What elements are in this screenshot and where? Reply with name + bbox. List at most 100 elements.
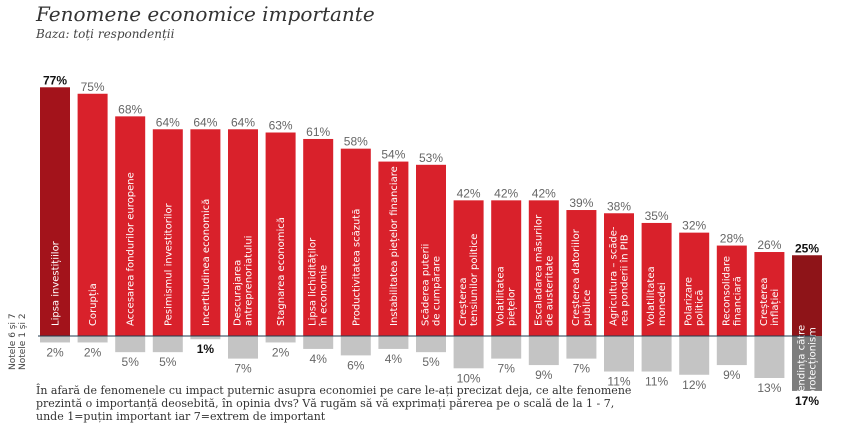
- top-value-label: 64%: [193, 115, 217, 129]
- bar-bottom-21: [792, 336, 822, 391]
- category-label-line: Agricultura – scăde-: [609, 226, 620, 326]
- category-label-line: Scăderea puterii: [421, 244, 432, 326]
- top-value-label: 42%: [457, 186, 481, 200]
- bar-top-6: [228, 129, 258, 336]
- bottom-value-label: 2%: [84, 345, 102, 359]
- category-label-line: Escaladarea măsurilor: [533, 214, 544, 326]
- category-label-line: Creșterea datoriilor: [571, 228, 582, 326]
- category-label: Agricultura – scăde-rea ponderii în PIB: [609, 226, 631, 326]
- top-value-label: 28%: [720, 232, 744, 246]
- category-label: Pesimismul investitorilor: [163, 202, 174, 326]
- bar-top-17: [641, 222, 672, 336]
- category-label-line: în economie: [318, 265, 330, 327]
- bar-bottom-9: [340, 336, 371, 356]
- bar-bottom-3: [115, 336, 146, 353]
- category-label-line: Lipsa investițiilor: [51, 240, 62, 326]
- bar-bottom-14: [528, 336, 559, 366]
- bar-top-19: [716, 245, 747, 336]
- bar-bottom-2: [77, 336, 108, 343]
- bottom-value-label: 4%: [310, 352, 328, 366]
- category-label: Accesarea fondurilor europene: [126, 172, 137, 326]
- bar-top-18: [679, 232, 710, 336]
- bar-bottom-7: [265, 336, 296, 343]
- category-label: Creștereainflației: [759, 278, 781, 326]
- bottom-value-label: 9%: [535, 368, 553, 382]
- category-label: Scăderea puteriide cumpărare: [421, 244, 443, 326]
- bar-top-8: [303, 138, 334, 336]
- top-value-label: 64%: [156, 115, 180, 129]
- category-label-line: Tendința către: [797, 325, 808, 397]
- footnote: În afară de fenomenele cu impact puterni…: [36, 384, 632, 423]
- bottom-value-label: 7%: [498, 362, 516, 376]
- category-label-line: politică: [695, 290, 706, 326]
- bar-bottom-1: [40, 336, 70, 343]
- top-value-label: 35%: [645, 209, 669, 223]
- category-label-line: financiară: [732, 276, 743, 326]
- bottom-value-label: 1%: [197, 342, 215, 356]
- bar-bottom-16: [604, 336, 634, 372]
- bar-bottom-6: [228, 336, 258, 359]
- category-label-line: piețelor: [507, 287, 518, 326]
- top-value-label: 75%: [81, 80, 105, 94]
- bottom-value-label: 11%: [645, 375, 668, 389]
- top-value-label: 77%: [43, 73, 67, 87]
- bar-top-10: [378, 161, 409, 336]
- top-value-label: 42%: [532, 186, 556, 200]
- top-value-label: 42%: [494, 186, 518, 200]
- category-label-line: publice: [582, 290, 593, 326]
- category-label: Creștereatensiunilor politice: [458, 234, 480, 326]
- top-value-label: 53%: [419, 151, 443, 165]
- bar-bottom-4: [152, 336, 183, 353]
- bar-bottom-10: [378, 336, 409, 349]
- bar-bottom-17: [641, 336, 672, 372]
- bottom-value-label: 13%: [757, 381, 781, 395]
- category-label-line: inflației: [770, 289, 781, 326]
- bottom-value-label: 7%: [573, 362, 591, 376]
- top-value-label: 32%: [682, 219, 706, 233]
- bar-bottom-15: [566, 336, 597, 359]
- category-label: Escaladarea măsurilorde austeritate: [533, 214, 555, 326]
- category-label-line: Creșterea: [458, 278, 469, 326]
- category-label-line: Reconsolidare: [721, 256, 732, 326]
- bottom-value-label: 9%: [723, 368, 741, 382]
- category-label: Reconsolidarefinanciară: [721, 256, 743, 326]
- bar-top-9: [340, 148, 371, 336]
- category-label-line: Productivitatea scăzută: [351, 209, 362, 326]
- bar-top-4: [152, 129, 183, 336]
- bar-top-11: [416, 164, 446, 336]
- top-value-label: 26%: [757, 238, 781, 252]
- bar-bottom-12: [453, 336, 484, 369]
- category-label-line: Polarizare: [684, 277, 695, 326]
- category-label-line: Stagnarea economică: [276, 217, 287, 326]
- top-value-label: 25%: [795, 241, 819, 255]
- category-label-line: de austeritate: [544, 256, 555, 326]
- bar-top-2: [77, 93, 108, 336]
- bar-top-1: [40, 87, 70, 336]
- bar-bottom-20: [754, 336, 785, 378]
- bar-top-20: [754, 252, 785, 336]
- bottom-value-label: 12%: [682, 378, 706, 392]
- bar-bottom-11: [416, 336, 446, 353]
- bar-bottom-5: [190, 336, 221, 340]
- top-value-label: 64%: [231, 115, 255, 129]
- top-value-label: 58%: [344, 135, 368, 149]
- bar-bottom-8: [303, 336, 334, 349]
- chart-subtitle: Baza: toți respondenții: [36, 27, 175, 41]
- category-label-line: Corupția: [88, 283, 99, 326]
- top-value-label: 63%: [269, 119, 293, 133]
- category-label: Creșterea datoriilorpublice: [571, 228, 593, 326]
- category-label: Lipsa lichiditățilorîn economie: [308, 237, 330, 327]
- category-label: Corupția: [88, 283, 99, 326]
- category-label-line: Instabilitatea piețelor financiare: [389, 166, 400, 326]
- bar-top-7: [265, 132, 296, 336]
- bottom-value-label: 5%: [159, 355, 177, 369]
- top-value-label: 39%: [569, 196, 593, 210]
- bottom-value-label: 7%: [234, 362, 252, 376]
- top-value-label: 68%: [118, 102, 142, 116]
- category-label-line: Incertitudinea economică: [201, 199, 212, 326]
- bottom-value-label: 11%: [607, 375, 630, 389]
- category-label: Polarizarepolitică: [684, 277, 706, 326]
- bottom-value-label: 10%: [457, 371, 481, 385]
- category-label: Tendința cătreprotecționism: [797, 325, 819, 397]
